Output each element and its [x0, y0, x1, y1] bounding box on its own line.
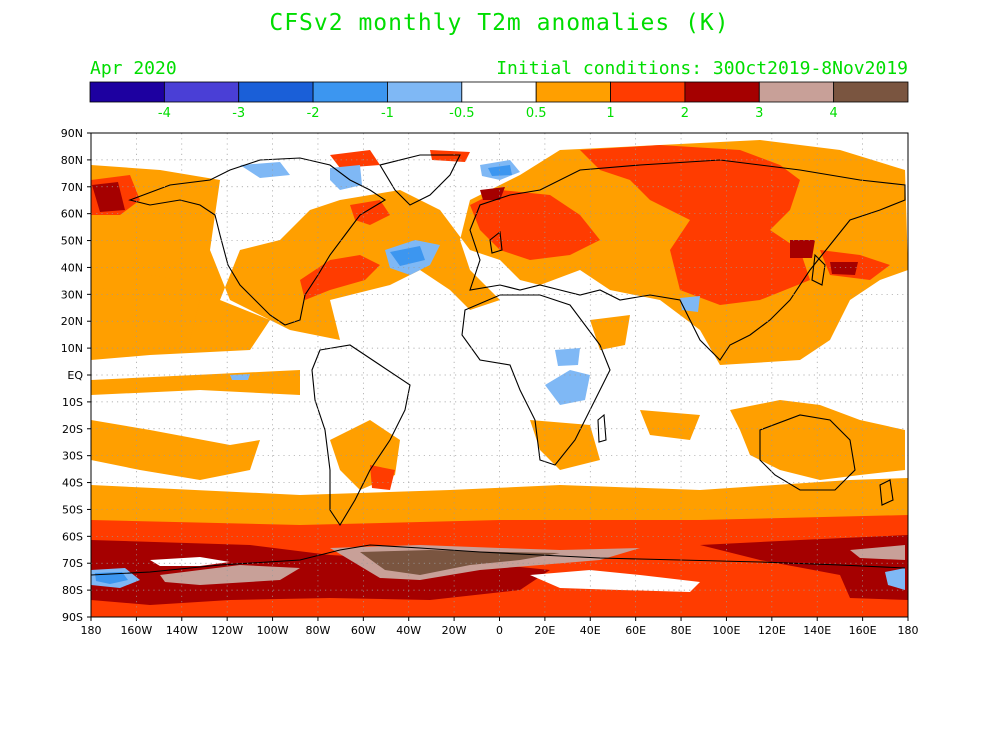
lat-label: 20S — [62, 423, 83, 436]
latitude-labels: 90N 80N 70N 60N 50N 40N 30N 20N 10N EQ 10S 20S 30S 40… — [61, 127, 84, 624]
colorbar-swatch-9 — [758, 81, 835, 103]
colorbar-labels: -4 -3 -2 -1 -0.5 0.5 1 2 3 4 — [158, 106, 838, 121]
axis-ticks — [87, 132, 909, 621]
lat-label: 70N — [61, 181, 83, 194]
lat-label: 70S — [62, 557, 83, 570]
lon-label: 40W — [396, 624, 421, 637]
coastline-new-zealand — [879, 479, 894, 506]
forecast-period-label: Apr 2020 — [90, 58, 177, 79]
lon-label: 80W — [306, 624, 331, 637]
lat-label: 50S — [62, 503, 83, 516]
lon-label: 20E — [534, 624, 555, 637]
lon-label: 100W — [257, 624, 289, 637]
lon-label: 40E — [580, 624, 601, 637]
colorbar-swatch-4 — [387, 81, 463, 103]
lon-label: 100E — [712, 624, 740, 637]
colorbar-swatch-10 — [833, 81, 909, 103]
colorbar-swatch-8 — [684, 81, 760, 103]
lat-label: 30S — [62, 450, 83, 463]
lon-label: 120W — [211, 624, 243, 637]
antarctic-neutral-patches — [150, 557, 700, 592]
colorbar-label: -4 — [158, 106, 171, 121]
coastlines — [91, 154, 906, 576]
lon-label: 20W — [442, 624, 467, 637]
lon-label: 160W — [120, 624, 152, 637]
colorbar — [89, 81, 909, 103]
lat-label: 60N — [61, 208, 83, 221]
lat-label: 90N — [61, 127, 83, 140]
lat-label: 50N — [61, 235, 83, 248]
coastline-africa — [461, 294, 611, 466]
lon-label: 160E — [849, 624, 877, 637]
colorbar-swatch-2 — [238, 81, 314, 103]
lon-label: 180 — [81, 624, 102, 637]
colorbar-swatch-5 — [461, 81, 537, 103]
map-plot-area — [91, 133, 908, 617]
lat-label: EQ — [67, 369, 83, 382]
lon-label: 120E — [758, 624, 786, 637]
coastline-north-america — [128, 157, 387, 326]
initial-conditions-label: Initial conditions: 30Oct2019-8Nov2019 — [496, 58, 908, 79]
coastline-uk — [489, 230, 503, 254]
colorbar-swatch-7 — [610, 81, 686, 103]
lat-label: 90S — [62, 611, 83, 624]
lon-label: 140E — [803, 624, 831, 637]
colorbar-swatch-3 — [312, 81, 388, 103]
lon-label: 180 — [898, 624, 919, 637]
lat-label: 20N — [61, 315, 83, 328]
coastline-antarctica — [91, 544, 906, 576]
colorbar-label: 1 — [606, 106, 614, 121]
coastline-greenland — [379, 154, 461, 206]
lon-label: 140W — [166, 624, 198, 637]
coastline-japan — [811, 253, 826, 286]
map-title: CFSv2 monthly T2m anomalies (K) — [269, 10, 730, 36]
lon-label: 0 — [496, 624, 503, 637]
anomaly-extreme-regions — [160, 545, 905, 585]
lat-label: 10N — [61, 342, 83, 355]
lon-label: 60E — [625, 624, 646, 637]
longitude-labels: 180 160W 140W 120W 100W 80W 60W 40W 20W 0 20E 40E 60… — [81, 624, 919, 637]
lon-label: 80E — [671, 624, 692, 637]
lat-label: 10S — [62, 396, 83, 409]
lon-label: 60W — [351, 624, 376, 637]
colorbar-label: 2 — [681, 106, 689, 121]
lat-label: 40N — [61, 261, 83, 274]
colorbar-swatch-1 — [163, 81, 240, 103]
colorbar-label: 4 — [829, 106, 837, 121]
colorbar-swatch-6 — [535, 81, 611, 103]
lat-label: 40S — [62, 477, 83, 490]
coastline-australia — [759, 414, 856, 491]
lat-label: 80N — [61, 154, 83, 167]
lat-label: 60S — [62, 530, 83, 543]
coastline-madagascar — [597, 413, 607, 443]
colorbar-label: -2 — [307, 106, 320, 121]
map-gridlines — [91, 133, 908, 617]
colorbar-label: 0.5 — [526, 106, 547, 121]
colorbar-label: -3 — [232, 106, 245, 121]
lat-label: 30N — [61, 288, 83, 301]
colorbar-label: 3 — [755, 106, 763, 121]
coastline-south-america — [311, 344, 411, 527]
colorbar-label: -0.5 — [449, 106, 474, 121]
colorbar-label: -1 — [381, 106, 394, 121]
coastline-eurasia — [469, 159, 906, 361]
lat-label: 80S — [62, 584, 83, 597]
anomaly-cold-regions — [91, 160, 905, 590]
colorbar-swatch-0 — [89, 81, 165, 103]
